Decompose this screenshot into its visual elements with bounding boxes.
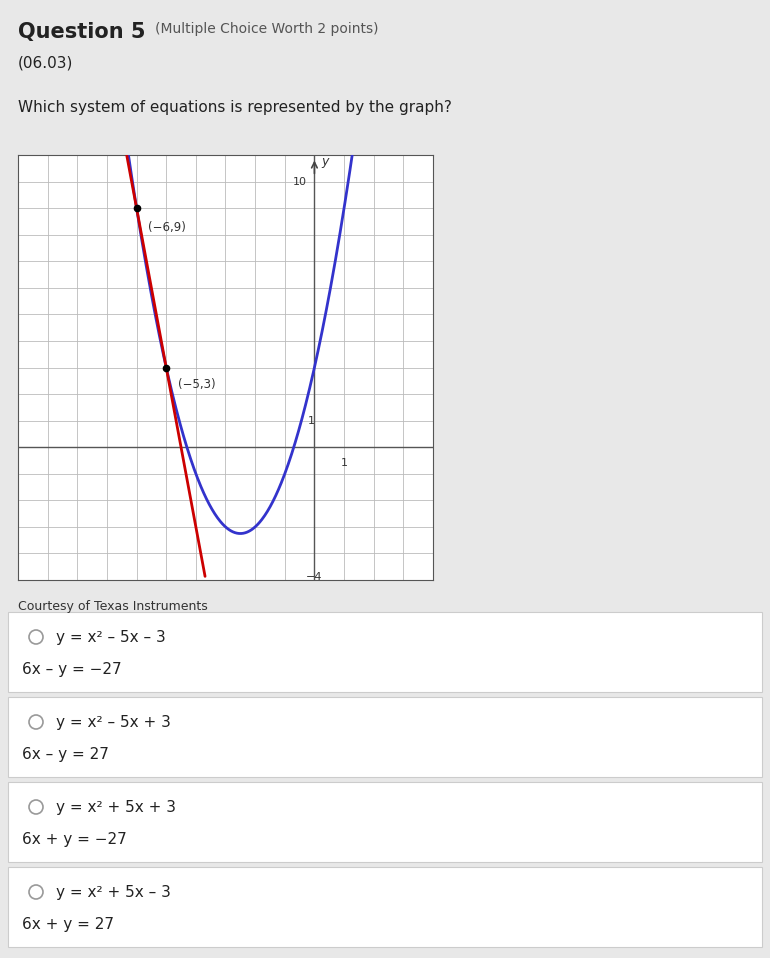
Text: 6x + y = −27: 6x + y = −27 bbox=[22, 832, 127, 847]
Text: Question 5: Question 5 bbox=[18, 22, 146, 42]
Text: Which system of equations is represented by the graph?: Which system of equations is represented… bbox=[18, 100, 452, 115]
Text: (Multiple Choice Worth 2 points): (Multiple Choice Worth 2 points) bbox=[155, 22, 379, 36]
Text: (−6,9): (−6,9) bbox=[149, 221, 186, 235]
Text: 6x + y = 27: 6x + y = 27 bbox=[22, 917, 114, 932]
Text: 1: 1 bbox=[307, 416, 314, 425]
Text: 6x – y = −27: 6x – y = −27 bbox=[22, 662, 122, 677]
Text: 1: 1 bbox=[340, 458, 347, 468]
Text: Courtesy of Texas Instruments: Courtesy of Texas Instruments bbox=[18, 600, 208, 613]
Text: y = x² + 5x + 3: y = x² + 5x + 3 bbox=[56, 800, 176, 815]
Text: −4: −4 bbox=[306, 572, 323, 582]
Circle shape bbox=[29, 800, 43, 814]
Text: y = x² + 5x – 3: y = x² + 5x – 3 bbox=[56, 885, 171, 900]
Circle shape bbox=[29, 715, 43, 729]
Text: (06.03): (06.03) bbox=[18, 55, 73, 70]
FancyBboxPatch shape bbox=[8, 612, 762, 692]
Circle shape bbox=[29, 885, 43, 899]
Text: y = x² – 5x + 3: y = x² – 5x + 3 bbox=[56, 715, 171, 730]
Text: (−5,3): (−5,3) bbox=[178, 378, 216, 391]
Text: y: y bbox=[321, 155, 329, 169]
Text: 6x – y = 27: 6x – y = 27 bbox=[22, 747, 109, 762]
FancyBboxPatch shape bbox=[8, 867, 762, 947]
FancyBboxPatch shape bbox=[8, 697, 762, 777]
FancyBboxPatch shape bbox=[8, 782, 762, 862]
Text: 10: 10 bbox=[293, 176, 307, 187]
Text: y = x² – 5x – 3: y = x² – 5x – 3 bbox=[56, 630, 166, 645]
Circle shape bbox=[29, 630, 43, 644]
